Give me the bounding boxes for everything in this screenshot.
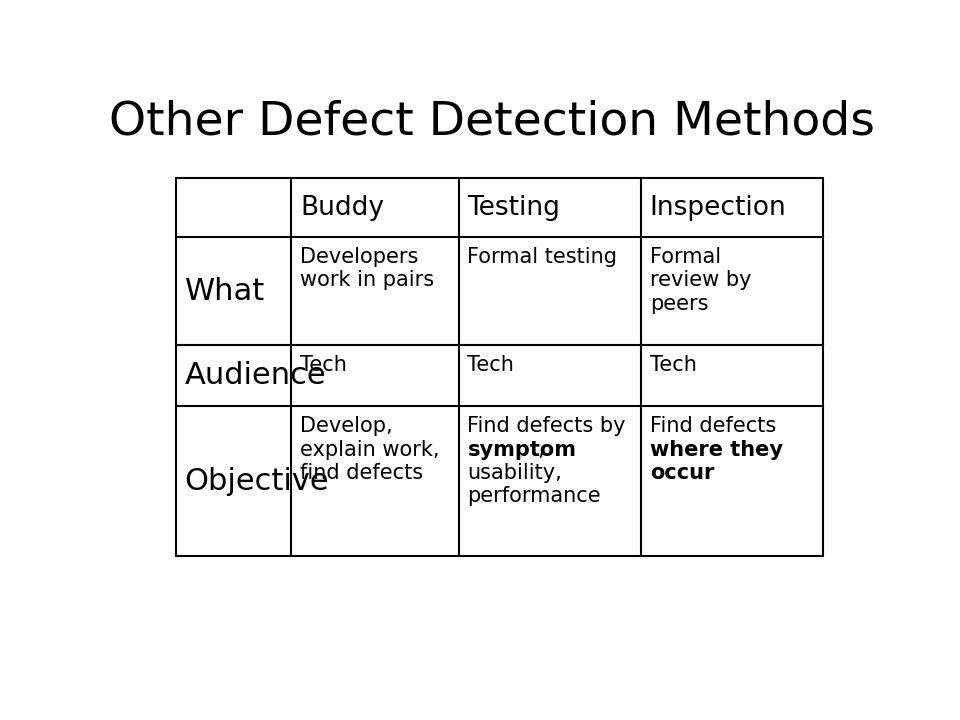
Text: Inspection: Inspection [650, 194, 786, 220]
Text: Tech: Tech [650, 355, 697, 375]
Text: Buddy: Buddy [300, 194, 384, 220]
Text: Audience: Audience [184, 361, 326, 390]
Text: performance: performance [468, 486, 601, 506]
Text: Formal testing: Formal testing [468, 247, 617, 267]
Text: occur: occur [650, 463, 714, 483]
Text: work in pairs: work in pairs [300, 271, 434, 290]
Text: symptom: symptom [468, 439, 576, 459]
Text: ,: , [538, 439, 544, 459]
Text: usability,: usability, [468, 463, 563, 483]
Bar [176, 178, 823, 556]
Text: Find defects: Find defects [650, 416, 776, 436]
Text: Tech: Tech [300, 355, 347, 375]
Text: where they: where they [650, 439, 782, 459]
Text: Testing: Testing [468, 194, 561, 220]
Text: Tech: Tech [468, 355, 515, 375]
Text: explain work,: explain work, [300, 439, 440, 459]
Text: Find defects by: Find defects by [468, 416, 626, 436]
Text: Develop,: Develop, [300, 416, 393, 436]
Text: review by: review by [650, 271, 752, 290]
Text: find defects: find defects [300, 463, 423, 483]
Text: Other Defect Detection Methods: Other Defect Detection Methods [109, 100, 875, 145]
Text: Objective: Objective [184, 467, 329, 495]
Text: What: What [184, 276, 265, 306]
Text: peers: peers [650, 294, 708, 314]
Text: Developers: Developers [300, 247, 419, 267]
Text: Formal: Formal [650, 247, 721, 267]
